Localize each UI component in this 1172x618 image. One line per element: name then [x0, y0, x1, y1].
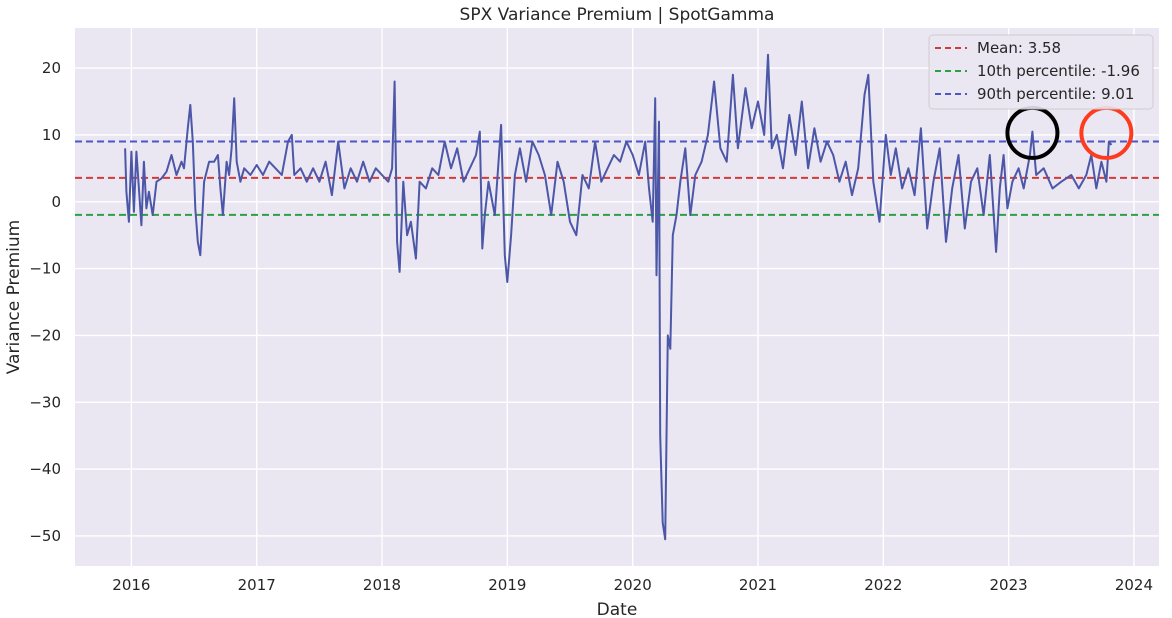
- x-tick-label: 2016: [112, 576, 150, 594]
- x-tick-labels: 2016 2017 2018 2019 2020 2021 2022 2023 2024: [112, 576, 1153, 594]
- legend-p90-label: 90th percentile: 9.01: [977, 85, 1134, 103]
- legend-box: [928, 34, 1154, 110]
- x-tick-label: 2019: [488, 576, 526, 594]
- x-tick-label: 2023: [990, 576, 1028, 594]
- legend: Mean: 3.58 10th percentile: -1.96 90th p…: [928, 34, 1154, 110]
- grid: [75, 28, 1159, 566]
- y-tick-label: −40: [29, 460, 61, 478]
- legend-mean-label: Mean: 3.58: [977, 39, 1061, 57]
- y-tick-label: −30: [29, 393, 61, 411]
- x-tick-label: 2022: [864, 576, 902, 594]
- y-tick-label: 0: [51, 193, 61, 211]
- y-tick-label: 20: [42, 59, 61, 77]
- x-tick-label: 2018: [363, 576, 401, 594]
- chart-title: SPX Variance Premium | SpotGamma: [460, 5, 775, 25]
- y-tick-labels: −50 −40 −30 −20 −10 0 10 20: [29, 59, 61, 545]
- x-tick-label: 2020: [614, 576, 652, 594]
- legend-p10-label: 10th percentile: -1.96: [977, 62, 1140, 80]
- series-line: [124, 53, 1113, 541]
- series-layer: [124, 53, 1113, 541]
- x-tick-label: 2021: [739, 576, 777, 594]
- x-tick-label: 2017: [238, 576, 276, 594]
- y-axis-label: Variance Premium: [4, 220, 24, 375]
- x-axis-label: Date: [597, 600, 638, 618]
- y-tick-label: −50: [29, 527, 61, 545]
- y-tick-label: −10: [29, 260, 61, 278]
- y-tick-label: −20: [29, 326, 61, 344]
- plot-area: [75, 28, 1159, 566]
- y-tick-label: 10: [42, 126, 61, 144]
- x-tick-label: 2024: [1115, 576, 1153, 594]
